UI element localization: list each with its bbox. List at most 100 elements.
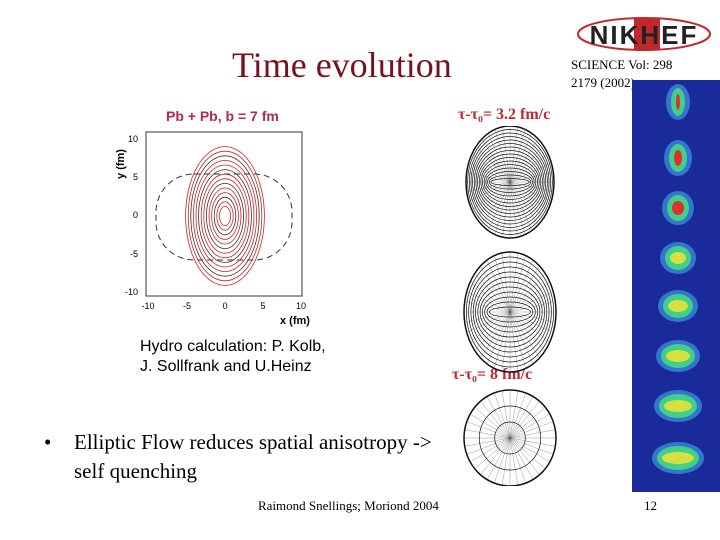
flow-vector: [509, 126, 518, 183]
density-blob: [666, 84, 690, 120]
flow-vector: [509, 437, 534, 480]
flow-vector: [470, 437, 511, 463]
x-tick: 10: [296, 301, 306, 311]
flow-vector: [481, 181, 511, 225]
flow-vector: [502, 181, 511, 238]
flow-vector: [474, 273, 511, 313]
contour-line: [195, 164, 255, 268]
flow-vector: [494, 255, 511, 313]
footer-author: Raimond Snellings; Moriond 2004: [258, 498, 439, 513]
page-number: 12: [644, 498, 657, 513]
contour-line: [185, 146, 265, 286]
contour-line: [193, 160, 258, 272]
flow-vector: [466, 181, 511, 192]
flow-vector: [509, 181, 539, 225]
flow-vector: [509, 437, 556, 447]
flow-vector: [509, 437, 546, 469]
flow-vector: [466, 291, 511, 313]
flow-vector: [509, 281, 550, 313]
flow-vector: [509, 181, 526, 235]
flow-vector: [474, 407, 511, 439]
flow-vector: [509, 311, 554, 333]
flow-vector: [464, 429, 511, 439]
flow-vector: [509, 301, 556, 313]
flow-vector: [466, 172, 511, 183]
experimental-image-strip: [632, 80, 720, 492]
flow-vector: [494, 129, 511, 183]
flow-vector: [509, 181, 552, 202]
x-tick-labels: -10 -5 0 5 10: [141, 301, 306, 311]
flow-vector: [470, 413, 511, 439]
flow-vector: [487, 181, 511, 231]
flow-vector: [509, 437, 550, 463]
flow-vector: [466, 437, 511, 455]
contour-line: [190, 155, 260, 277]
y-tick: -5: [130, 249, 138, 259]
flow-vector: [509, 311, 550, 343]
flow-vector: [501, 437, 511, 486]
flow-vector: [509, 401, 540, 439]
flow-vector: [509, 265, 540, 313]
y-tick: 10: [128, 134, 138, 144]
flow-vector: [464, 437, 511, 447]
contour-line: [206, 183, 245, 249]
flow-vector: [480, 265, 511, 313]
density-blob: [652, 442, 704, 474]
flow-vector: [509, 311, 556, 323]
density-blob: [654, 390, 702, 422]
flow-vector: [509, 133, 533, 183]
contour-line: [213, 196, 237, 236]
nikhef-logo: NIKHEF: [574, 10, 714, 60]
density-blob: [660, 242, 696, 274]
flow-vector: [509, 273, 546, 313]
flow-vector: [509, 181, 544, 219]
flow-vector: [509, 311, 540, 359]
flow-vector: [509, 311, 546, 351]
bullet-text: Elliptic Flow reduces spatial anisotropy…: [74, 430, 432, 483]
density-blob: [664, 140, 692, 176]
flow-vector: [466, 311, 511, 333]
flow-vector: [494, 311, 511, 369]
flow-vector: [466, 421, 511, 439]
flow-vector: [494, 437, 511, 484]
flow-vector: [481, 139, 511, 183]
x-tick: -5: [183, 301, 191, 311]
flow-vector: [509, 259, 534, 313]
flow-vector: [486, 396, 511, 439]
flow-vector: [509, 311, 534, 365]
flow-vector: [509, 413, 550, 439]
flow-vector: [509, 172, 554, 183]
flow-vector: [494, 181, 511, 235]
flow-vector: [509, 390, 519, 439]
flow-vector: [509, 181, 549, 211]
flow-vector: [468, 181, 511, 202]
flow-vector: [509, 429, 556, 439]
flow-vector: [502, 126, 511, 183]
flow-vector: [509, 181, 518, 238]
flow-vector: [509, 181, 533, 231]
flow-vector: [487, 133, 511, 183]
x-tick: 5: [260, 301, 265, 311]
plot-title: Pb + Pb, b = 7 fm: [166, 108, 279, 124]
flow-vector: [470, 311, 511, 343]
bullet-marker: •: [44, 430, 52, 454]
x-tick: 0: [222, 301, 227, 311]
contour-line: [200, 173, 250, 259]
flow-vector: [509, 311, 526, 369]
tau-label-bottom: τ-τ₀= 8 fm/c: [452, 366, 533, 383]
flow-vector: [476, 145, 511, 183]
contour-line: [198, 169, 252, 263]
flow-vector: [501, 390, 511, 439]
flow-vector: [480, 401, 511, 439]
x-axis-label: x (fm): [280, 315, 310, 327]
density-blob: [658, 290, 698, 322]
flow-vector: [476, 181, 511, 219]
flow-vector: [468, 162, 511, 183]
flow-vector: [509, 437, 519, 486]
flow-vector: [509, 311, 519, 372]
tau-label-top: τ-τ₀= 3.2 fm/c: [458, 106, 551, 123]
flow-vector: [509, 129, 526, 183]
flow-contours: [462, 125, 558, 487]
flow-vector: [471, 181, 511, 211]
flow-vector: [464, 301, 511, 313]
